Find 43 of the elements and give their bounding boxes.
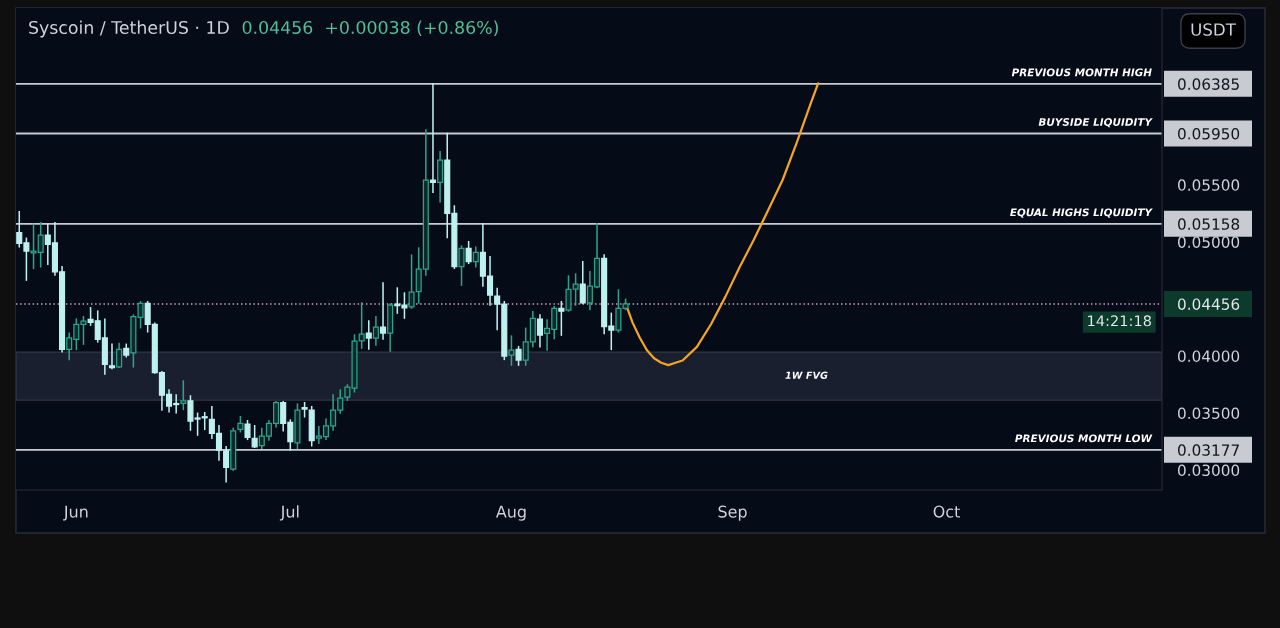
y-tick-label: 0.05158 <box>1178 218 1240 230</box>
y-tick-label: 0.04456 <box>1178 298 1240 310</box>
x-tick-label: Jun <box>63 505 88 521</box>
candlestick <box>429 83 437 194</box>
line-series <box>624 82 820 367</box>
band-label: 1W FVG <box>785 371 828 379</box>
candlestick <box>251 425 258 448</box>
candlestick <box>472 246 479 268</box>
ref-line-label: PREVIOUS MONTH LOW <box>1015 434 1153 443</box>
text: 0.04456 +0.00038 (+0.86%) <box>242 20 498 37</box>
y-tick-label: 0.03177 <box>1178 444 1239 456</box>
y-tick-label: 0.06385 <box>1178 78 1239 90</box>
x-tick-label: Sep <box>718 505 747 521</box>
candlestick <box>116 342 123 369</box>
candlestick <box>244 419 251 441</box>
candlestick <box>579 260 586 305</box>
candlestick <box>536 314 544 348</box>
candlestick <box>508 335 515 366</box>
y-tick-label: 0.04000 <box>1178 350 1240 362</box>
x-tick-label: Jul <box>279 505 299 521</box>
candlestick <box>372 315 379 346</box>
y-tick-label: 0.03500 <box>1178 407 1240 420</box>
candlestick <box>465 240 472 265</box>
candlestick <box>558 300 565 336</box>
candlestick <box>437 150 444 203</box>
candlestick <box>458 245 465 286</box>
candlestick <box>379 282 387 340</box>
candlestick <box>365 320 372 350</box>
text: Syscoin / TetherUS · 1D <box>29 20 229 38</box>
y-tick-label: 0.05000 <box>1178 236 1240 248</box>
ref-line-label: PREVIOUS MONTH HIGH <box>1011 68 1152 77</box>
y-tick-label: 0.05950 <box>1178 127 1240 140</box>
candlestick <box>108 343 116 370</box>
x-tick-label: Oct <box>933 505 960 518</box>
ref-line-label: EQUAL HIGHS LIQUIDITY <box>1010 208 1153 218</box>
annotation: 14:21:18 <box>1088 315 1151 327</box>
candlestick <box>180 380 187 411</box>
ref-line-label: BUYSIDE LIQUIDITY <box>1038 118 1153 128</box>
candlestick <box>515 345 522 366</box>
y-tick-label: 0.03000 <box>1178 464 1240 477</box>
y-tick-label: 0.05500 <box>1178 179 1240 191</box>
y-axis-title: USDT <box>1191 23 1236 36</box>
x-tick-label: Aug <box>495 505 526 521</box>
